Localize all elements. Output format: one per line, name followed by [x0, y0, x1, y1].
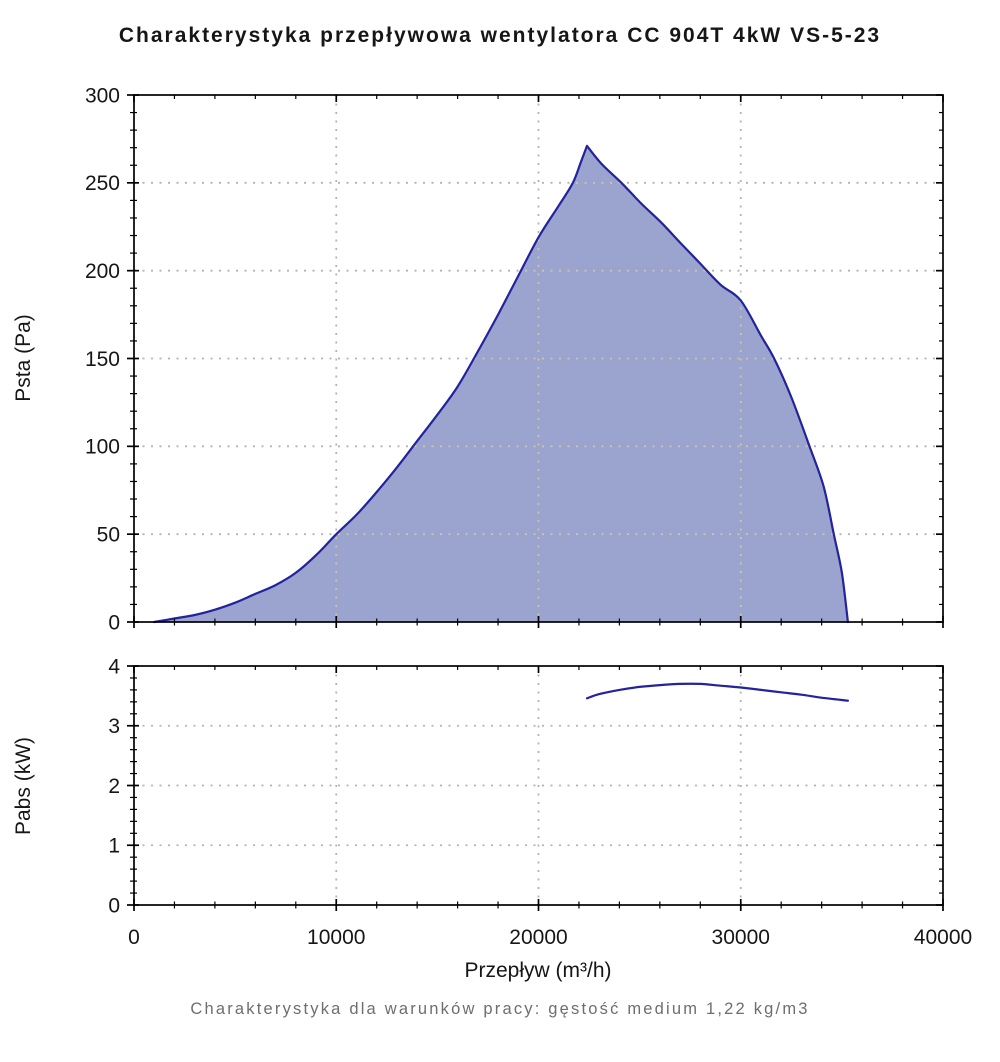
x-axis-title: Przepływ (m³/h) — [464, 959, 611, 982]
y-tick-label: 100 — [85, 436, 120, 459]
y-tick-label: 250 — [85, 172, 120, 195]
fan-envelope-area — [154, 145, 848, 622]
x-tick-label: 10000 — [307, 926, 365, 949]
gridlines — [134, 666, 943, 905]
tick-labels: 0 1 2 3 4 0 10000 20000 30000 40000 — [108, 655, 972, 949]
y-tick-label: 0 — [108, 611, 120, 634]
fan-pressure-curve-plot: 0 50 100 150 200 250 300 Psta (Pa) — [12, 84, 944, 634]
y-axis-title: Psta (Pa) — [12, 314, 35, 402]
y-tick-label: 150 — [85, 348, 120, 371]
Pabs-line — [585, 682, 849, 702]
chart-footer-note: Charakterystyka dla warunków pracy: gęst… — [190, 1000, 810, 1018]
y-axis-title: Pabs (kW) — [12, 737, 35, 835]
y-tick-label: 1 — [108, 835, 120, 858]
axis-ticks — [127, 665, 944, 911]
fan-power-curve-plot: 0 1 2 3 4 0 10000 20000 30000 40000 Pabs (kW) Przep… — [12, 655, 972, 982]
x-tick-label: 20000 — [509, 926, 567, 949]
x-tick-label: 40000 — [914, 926, 972, 949]
y-tick-label: 4 — [108, 655, 120, 678]
y-tick-label: 300 — [85, 84, 120, 107]
x-tick-label: 30000 — [712, 926, 770, 949]
chart-title: Charakterystyka przepływowa wentylatora … — [118, 24, 882, 47]
y-tick-label: 0 — [108, 894, 120, 917]
y-tick-label: 200 — [85, 260, 120, 283]
x-tick-label: 0 — [128, 926, 140, 949]
axis-ticks — [127, 94, 944, 628]
y-tick-label: 2 — [108, 775, 120, 798]
y-tick-label: 3 — [108, 715, 120, 738]
y-tick-label: 50 — [97, 524, 120, 547]
Psta-envelope-line — [153, 144, 849, 624]
tick-labels: 0 50 100 150 200 250 300 — [85, 84, 120, 634]
